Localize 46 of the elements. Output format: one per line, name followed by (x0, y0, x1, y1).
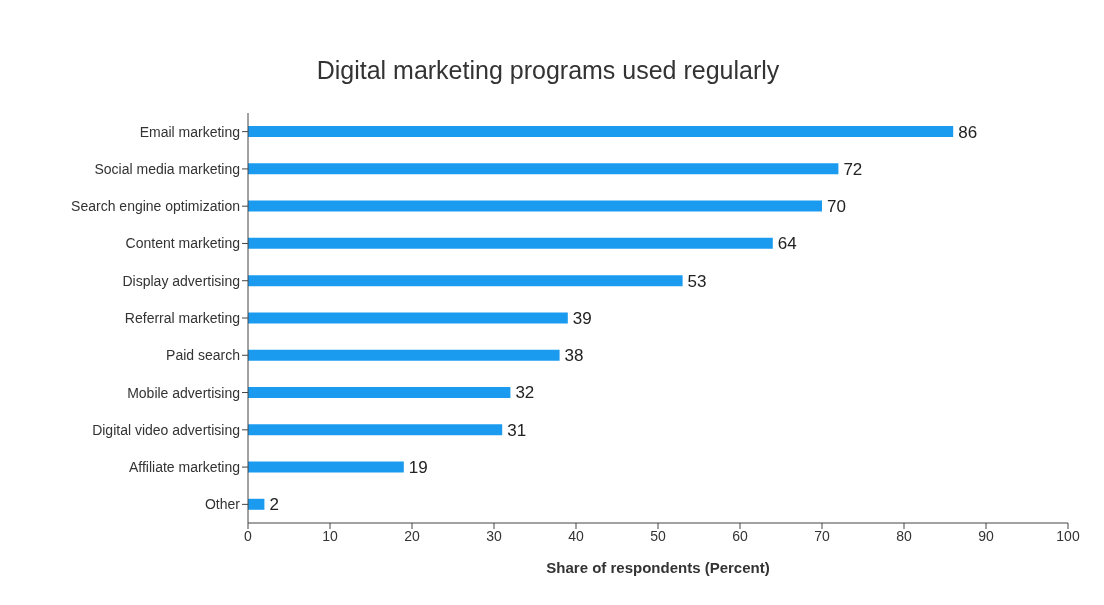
y-tick-label: Email marketing (139, 123, 240, 140)
bar (248, 237, 773, 249)
y-tick-label: Affiliate marketing (128, 459, 240, 476)
x-tick-label: 80 (896, 527, 912, 544)
y-tick-label: Content marketing (125, 235, 240, 252)
bar (248, 349, 560, 361)
data-label: 53 (687, 271, 707, 291)
data-label: 72 (843, 159, 863, 179)
bar (248, 163, 839, 175)
y-tick-label: Digital video advertising (92, 421, 240, 438)
y-tick-label: Paid search (166, 347, 240, 364)
bar (248, 312, 568, 324)
x-tick-label: 40 (568, 527, 584, 544)
data-label: 2 (269, 495, 279, 515)
data-label: 19 (408, 458, 428, 478)
bar (248, 498, 265, 510)
x-tick-label: 100 (1056, 527, 1080, 544)
x-tick-label: 30 (486, 527, 502, 544)
y-tick-label: Mobile advertising (127, 384, 240, 401)
x-tick-label: 70 (814, 527, 830, 544)
data-label: 31 (507, 420, 527, 440)
data-label: 64 (777, 234, 797, 254)
y-tick-label: Search engine optimization (71, 198, 240, 215)
x-tick-label: 0 (244, 527, 253, 544)
bar (248, 126, 954, 138)
x-tick-label: 90 (978, 527, 994, 544)
data-label: 86 (958, 122, 978, 142)
y-tick-label: Social media marketing (94, 160, 240, 177)
data-label: 38 (564, 346, 584, 366)
bar (248, 461, 404, 473)
y-tick-label: Referral marketing (124, 309, 240, 326)
x-axis-title: Share of respondents (Percent) (546, 559, 770, 576)
x-tick-label: 10 (322, 527, 338, 544)
bar (248, 386, 511, 398)
y-tick-label: Other (204, 496, 241, 513)
y-tick-label: Display advertising (122, 272, 240, 289)
bar (248, 424, 503, 436)
x-tick-label: 60 (732, 527, 748, 544)
x-tick-label: 50 (650, 527, 666, 544)
data-label: 32 (515, 383, 535, 403)
data-label: 39 (572, 308, 592, 328)
bar (248, 200, 822, 212)
x-tick-label: 20 (404, 527, 420, 544)
data-label: 70 (827, 197, 846, 217)
bar (248, 275, 683, 287)
chart-title: Digital marketing programs used regularly (315, 55, 781, 86)
